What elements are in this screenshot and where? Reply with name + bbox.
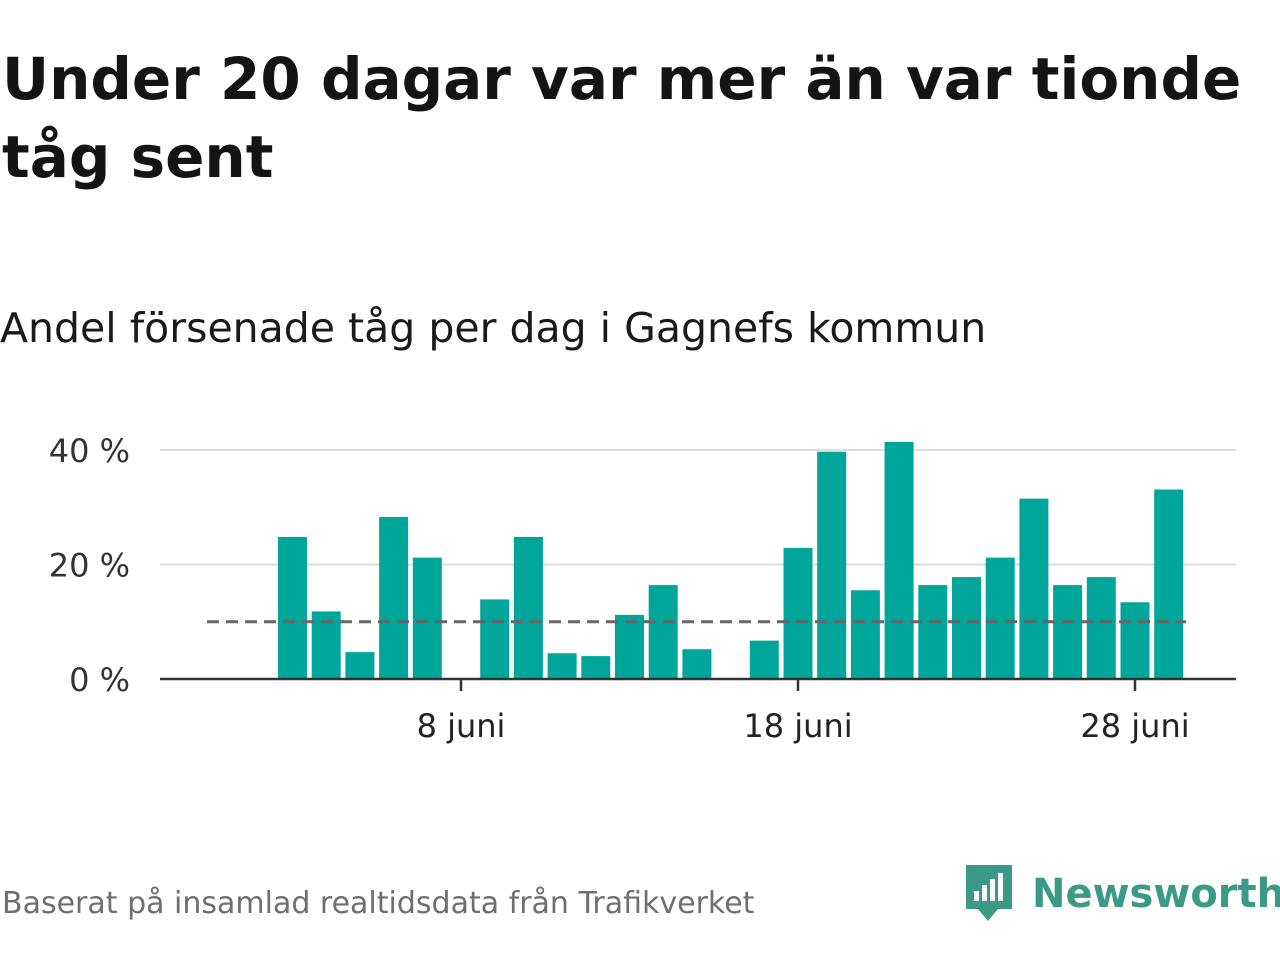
bar bbox=[749, 640, 779, 679]
bar bbox=[952, 577, 981, 679]
bar bbox=[513, 537, 543, 679]
bar bbox=[615, 614, 644, 679]
bar bbox=[581, 656, 611, 679]
bar bbox=[547, 653, 577, 679]
y-tick-label: 20 % bbox=[49, 547, 130, 585]
y-tick-label: 40 % bbox=[49, 432, 130, 470]
brand-name: Newsworthy bbox=[1032, 871, 1280, 917]
y-tick-label: 0 % bbox=[69, 661, 130, 699]
bar bbox=[1120, 602, 1150, 679]
chart-title: Under 20 dagar var mer än var tionde tåg… bbox=[2, 45, 1242, 191]
bars bbox=[278, 441, 1184, 679]
bar bbox=[817, 451, 847, 679]
bar bbox=[783, 547, 813, 679]
newsworthy-logo-icon bbox=[966, 865, 1012, 921]
chart-subtitle: Andel försenade tåg per dag i Gagnefs ko… bbox=[0, 304, 987, 352]
axes: 0 % 20 % 40 % 8 juni 18 juni 28 juni bbox=[49, 432, 1236, 745]
gridlines bbox=[160, 449, 1236, 566]
bar bbox=[850, 590, 880, 679]
bar-chart: 0 % 20 % 40 % 8 juni 18 juni 28 juni bbox=[49, 432, 1236, 745]
bar bbox=[682, 649, 712, 679]
bar bbox=[1019, 498, 1049, 679]
bar bbox=[379, 516, 409, 679]
bar bbox=[1086, 577, 1116, 679]
bar bbox=[480, 599, 510, 679]
x-tick-label: 28 juni bbox=[1080, 707, 1189, 745]
x-tick-label: 18 juni bbox=[743, 707, 852, 745]
bar bbox=[648, 585, 678, 679]
bar bbox=[884, 441, 914, 679]
bar bbox=[345, 652, 375, 679]
source-note: Baserat på insamlad realtidsdata från Tr… bbox=[2, 886, 755, 921]
brand-logo[interactable]: Newsworthy bbox=[964, 862, 1280, 926]
bar bbox=[278, 537, 307, 679]
bar bbox=[1053, 585, 1083, 679]
bar bbox=[918, 585, 948, 679]
x-tick-label: 8 juni bbox=[417, 707, 506, 745]
bar bbox=[1154, 489, 1184, 679]
bar bbox=[985, 557, 1015, 679]
bar bbox=[412, 557, 442, 679]
